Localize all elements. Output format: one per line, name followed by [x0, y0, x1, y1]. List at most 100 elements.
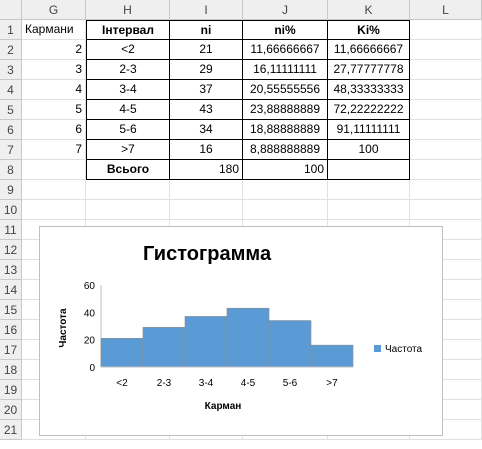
interval-cell[interactable]: 2-3 — [86, 60, 170, 80]
interval-cell[interactable]: 3-4 — [86, 80, 170, 100]
cell[interactable] — [328, 180, 410, 200]
row-header-21[interactable]: 21 — [0, 420, 22, 440]
bin-cell[interactable]: 5 — [22, 100, 86, 120]
row-header-1[interactable]: 1 — [0, 20, 22, 40]
row-header-12[interactable]: 12 — [0, 240, 22, 260]
row-header-8[interactable]: 8 — [0, 160, 22, 180]
row-header-16[interactable]: 16 — [0, 320, 22, 340]
bin-cell[interactable]: 6 — [22, 120, 86, 140]
total-empty-cell[interactable] — [328, 160, 410, 180]
row-header-5[interactable]: 5 — [0, 100, 22, 120]
ni-percent-cell[interactable]: 16,11111111 — [243, 60, 328, 80]
row-header-17[interactable]: 17 — [0, 340, 22, 360]
total-ni-percent-cell[interactable]: 100 — [243, 160, 328, 180]
interval-cell[interactable]: >7 — [86, 140, 170, 160]
cell[interactable] — [22, 180, 86, 200]
row-header-7[interactable]: 7 — [0, 140, 22, 160]
row-header-9[interactable]: 9 — [0, 180, 22, 200]
bar-2[interactable] — [142, 327, 186, 368]
row-header-19[interactable]: 19 — [0, 380, 22, 400]
histogram-chart[interactable]: Гистограмма Частота Карман 0 20 40 60 <2 2-3 3… — [39, 226, 443, 436]
select-all-corner[interactable] — [0, 0, 22, 20]
bin-cell[interactable]: 7 — [22, 140, 86, 160]
cell[interactable] — [410, 100, 482, 120]
ni-cell[interactable]: 43 — [170, 100, 243, 120]
bar-6[interactable] — [310, 344, 354, 368]
ni-percent-cell[interactable]: 23,88888889 — [243, 100, 328, 120]
row-header-10[interactable]: 10 — [0, 200, 22, 220]
interval-cell[interactable]: <2 — [86, 40, 170, 60]
y-axis-label: Частота — [58, 308, 69, 348]
bin-cell[interactable]: 2 — [22, 40, 86, 60]
cell[interactable] — [410, 40, 482, 60]
ni-cell[interactable]: 16 — [170, 140, 243, 160]
interval-cell[interactable]: 4-5 — [86, 100, 170, 120]
header-cell-ni[interactable]: ni — [170, 20, 243, 40]
cell[interactable] — [410, 160, 482, 180]
column-header-k[interactable]: K — [328, 0, 410, 20]
bar-4[interactable] — [226, 307, 270, 368]
ki-percent-cell[interactable]: 27,77777778 — [328, 60, 410, 80]
column-header-l[interactable]: L — [410, 0, 482, 20]
row-header-13[interactable]: 13 — [0, 260, 22, 280]
header-cell-ki-percent[interactable]: Ki% — [328, 20, 410, 40]
cell[interactable] — [243, 200, 328, 220]
cell[interactable] — [22, 200, 86, 220]
bin-cell[interactable]: 4 — [22, 80, 86, 100]
cell[interactable] — [410, 80, 482, 100]
cell[interactable] — [170, 200, 243, 220]
row-header-6[interactable]: 6 — [0, 120, 22, 140]
row-header-18[interactable]: 18 — [0, 360, 22, 380]
row-header-3[interactable]: 3 — [0, 60, 22, 80]
row-header-14[interactable]: 14 — [0, 280, 22, 300]
ni-cell[interactable]: 21 — [170, 40, 243, 60]
header-cell-interval[interactable]: Інтервал — [86, 20, 170, 40]
bar-3[interactable] — [184, 316, 228, 368]
interval-cell[interactable]: 5-6 — [86, 120, 170, 140]
total-ni-cell[interactable]: 180 — [170, 160, 243, 180]
cell[interactable] — [410, 20, 482, 40]
ni-percent-cell[interactable]: 20,55555556 — [243, 80, 328, 100]
row-header-20[interactable]: 20 — [0, 400, 22, 420]
x-tick-label: 2-3 — [157, 378, 172, 389]
bin-cell[interactable]: 3 — [22, 60, 86, 80]
total-label-cell[interactable]: Всього — [86, 160, 170, 180]
cell[interactable] — [243, 180, 328, 200]
legend-label: Частота — [385, 344, 423, 355]
column-header-h[interactable]: H — [86, 0, 170, 20]
header-cell-karmany[interactable]: Кармани — [22, 20, 86, 40]
column-header-j[interactable]: J — [243, 0, 328, 20]
ki-percent-cell[interactable]: 100 — [328, 140, 410, 160]
cell[interactable] — [170, 180, 243, 200]
column-header-g[interactable]: G — [22, 0, 86, 20]
ki-percent-cell[interactable]: 48,33333333 — [328, 80, 410, 100]
cell[interactable] — [86, 200, 170, 220]
cell[interactable] — [410, 200, 482, 220]
cell[interactable] — [328, 200, 410, 220]
row-header-15[interactable]: 15 — [0, 300, 22, 320]
ni-cell[interactable]: 34 — [170, 120, 243, 140]
cell[interactable] — [410, 140, 482, 160]
cell[interactable] — [410, 180, 482, 200]
column-header-i[interactable]: I — [170, 0, 243, 20]
x-tick-label: <2 — [116, 378, 128, 389]
cell[interactable] — [86, 180, 170, 200]
ki-percent-cell[interactable]: 91,11111111 — [328, 120, 410, 140]
row-header-11[interactable]: 11 — [0, 220, 22, 240]
ni-percent-cell[interactable]: 11,66666667 — [243, 40, 328, 60]
ni-cell[interactable]: 29 — [170, 60, 243, 80]
row-header-4[interactable]: 4 — [0, 80, 22, 100]
row-header-2[interactable]: 2 — [0, 40, 22, 60]
bar-1[interactable] — [100, 338, 144, 368]
ni-cell[interactable]: 37 — [170, 80, 243, 100]
ni-percent-cell[interactable]: 8,888888889 — [243, 140, 328, 160]
cell[interactable] — [410, 60, 482, 80]
bar-5[interactable] — [268, 320, 312, 368]
ki-percent-cell[interactable]: 11,66666667 — [328, 40, 410, 60]
cell[interactable] — [22, 160, 86, 180]
cell[interactable] — [410, 120, 482, 140]
ni-percent-cell[interactable]: 18,88888889 — [243, 120, 328, 140]
ki-percent-cell[interactable]: 72,22222222 — [328, 100, 410, 120]
header-cell-ni-percent[interactable]: ni% — [243, 20, 328, 40]
